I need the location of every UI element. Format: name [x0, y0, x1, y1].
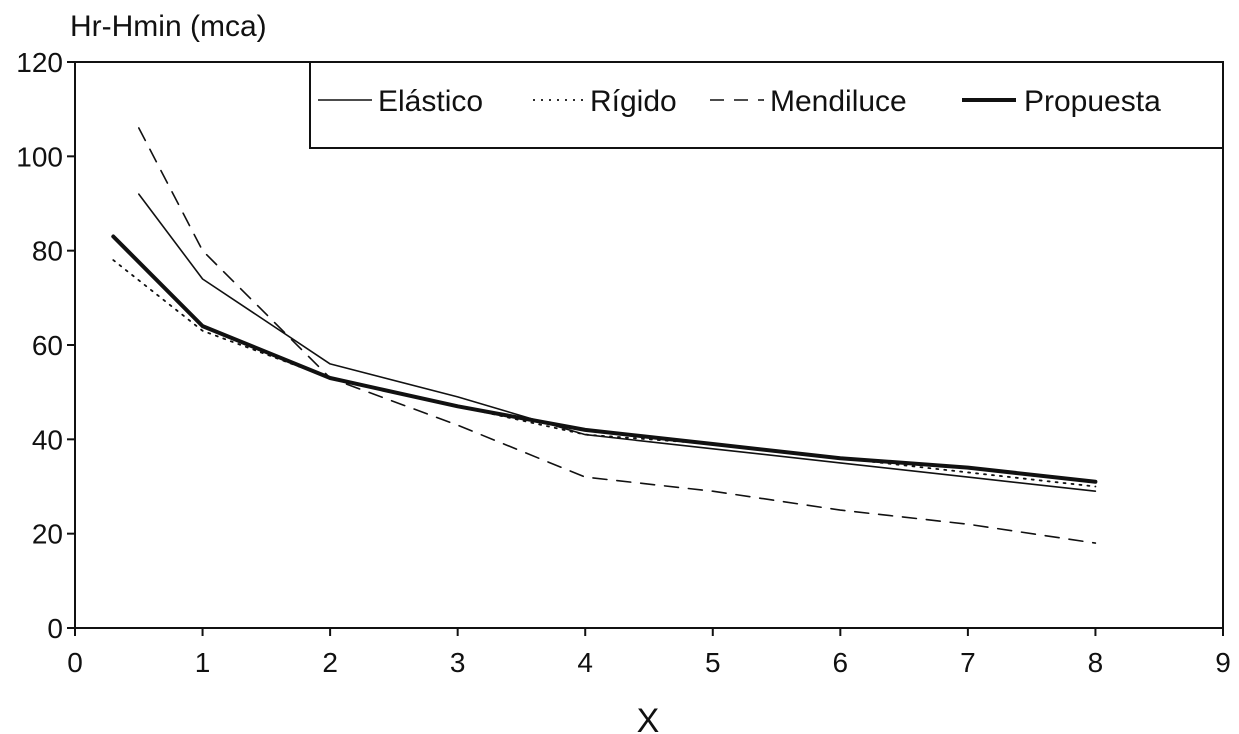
x-tick-label: 6 — [833, 647, 849, 678]
y-tick-label: 20 — [32, 519, 63, 550]
series-line-mendiluce — [138, 127, 1097, 544]
x-tick-label: 4 — [577, 647, 593, 678]
series-line-propuesta — [111, 234, 1098, 484]
y-tick-label: 0 — [47, 613, 63, 644]
x-tick-label: 0 — [67, 647, 83, 678]
legend-box — [309, 61, 1224, 149]
x-tick-label: 3 — [450, 647, 466, 678]
series-layer — [111, 127, 1098, 544]
x-tick-label: 8 — [1088, 647, 1104, 678]
legend-label-elastico: Elástico — [378, 85, 483, 118]
series-line-elastico — [138, 193, 1097, 493]
y-axis-label: Hr-Hmin (mca) — [70, 10, 267, 43]
x-tick-label: 2 — [322, 647, 338, 678]
y-tick-label: 120 — [16, 47, 63, 78]
x-tick-label: 1 — [195, 647, 211, 678]
y-tick-labels: 0 20 40 60 80 100 120 — [16, 47, 75, 644]
x-tick-label: 5 — [705, 647, 721, 678]
y-tick-label: 40 — [32, 424, 63, 455]
x-tick-label: 7 — [960, 647, 976, 678]
y-tick-label: 100 — [16, 141, 63, 172]
x-tick-labels: 0 1 2 3 4 5 6 7 8 9 — [67, 628, 1231, 678]
y-tick-label: 60 — [32, 330, 63, 361]
legend: Elástico Rígido Mendiluce Propuesta — [309, 61, 1224, 149]
x-tick-label: 9 — [1215, 647, 1231, 678]
y-tick-label: 80 — [32, 236, 63, 267]
legend-label-propuesta: Propuesta — [1024, 85, 1161, 118]
legend-label-rigido: Rígido — [590, 85, 677, 118]
series-line-rigido — [112, 259, 1097, 488]
x-axis-label: X — [637, 702, 660, 734]
legend-label-mendiluce: Mendiluce — [770, 85, 907, 118]
